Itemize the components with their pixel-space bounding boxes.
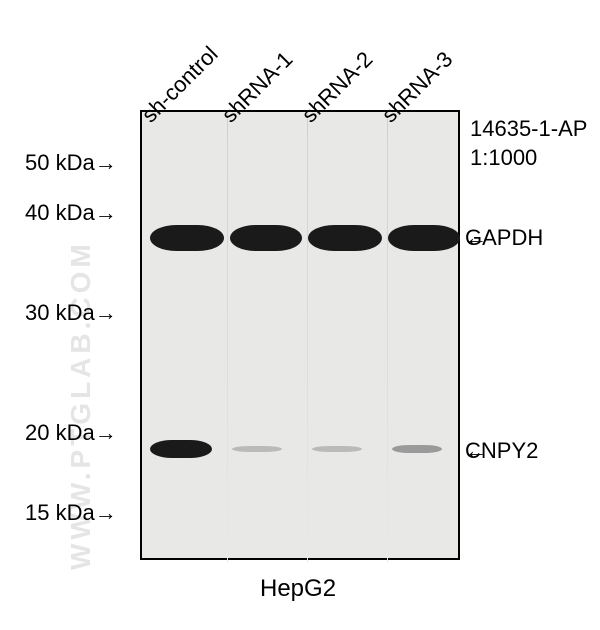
arrow-right-icon: →	[95, 500, 117, 526]
antibody-dilution: 1:1000	[470, 144, 587, 173]
cnpy2-band	[150, 440, 212, 458]
cnpy2-band	[232, 446, 282, 452]
arrow-right-icon: →	[95, 200, 117, 226]
mw-text: 30 kDa	[25, 300, 95, 325]
mw-marker: 15 kDa→	[25, 500, 95, 526]
mw-text: 15 kDa	[25, 500, 95, 525]
antibody-id: 14635-1-AP	[470, 115, 587, 144]
arrow-right-icon: →	[95, 420, 117, 446]
mw-marker: 50 kDa→	[25, 150, 95, 176]
gapdh-band	[388, 225, 460, 251]
gapdh-band	[150, 225, 224, 251]
antibody-info: 14635-1-AP 1:1000	[470, 115, 587, 172]
gapdh-band	[308, 225, 382, 251]
arrow-left-icon: ←	[465, 225, 487, 251]
mw-marker: 20 kDa→	[25, 420, 95, 446]
lane-divider	[387, 112, 388, 562]
blot-membrane	[140, 110, 460, 560]
western-blot-figure: WWW.PTGLAB.COM sh-control shRNA-1 shRNA-…	[0, 0, 600, 630]
band-label-gapdh: ←GAPDH	[465, 225, 543, 251]
arrow-left-icon: ←	[465, 438, 487, 464]
cnpy2-band	[312, 446, 362, 452]
cnpy2-band	[392, 445, 442, 453]
mw-text: 20 kDa	[25, 420, 95, 445]
arrow-right-icon: →	[95, 150, 117, 176]
mw-text: 50 kDa	[25, 150, 95, 175]
mw-marker: 40 kDa→	[25, 200, 95, 226]
gapdh-band	[230, 225, 302, 251]
mw-text: 40 kDa	[25, 200, 95, 225]
sample-label: HepG2	[260, 575, 336, 603]
lane-divider	[227, 112, 228, 562]
mw-marker: 30 kDa→	[25, 300, 95, 326]
band-label-cnpy2: ←CNPY2	[465, 438, 538, 464]
lane-divider	[307, 112, 308, 562]
arrow-right-icon: →	[95, 300, 117, 326]
